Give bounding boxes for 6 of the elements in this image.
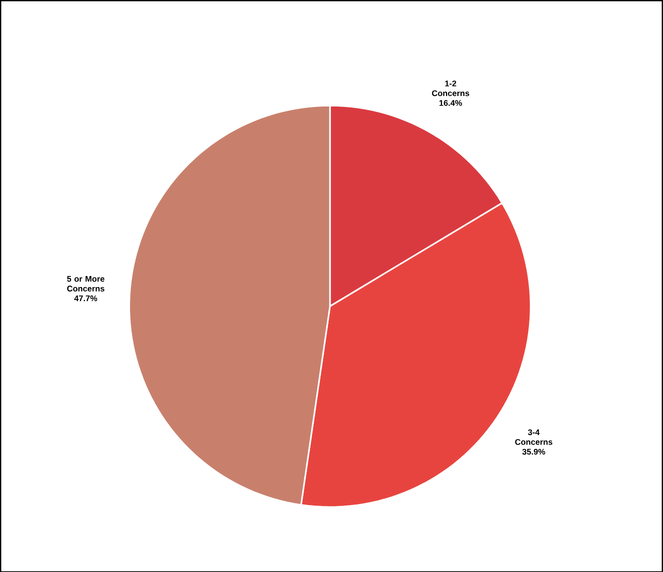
slice-label: 5 or More Concerns (67, 276, 104, 292)
data-label: 47.7% (74, 295, 98, 302)
slice-label: 1-2 Concerns (432, 80, 470, 96)
data-label: 35.9% (522, 448, 546, 454)
slice-label: 3-4 Concerns (515, 429, 552, 445)
data-label: 16.4% (439, 100, 462, 106)
